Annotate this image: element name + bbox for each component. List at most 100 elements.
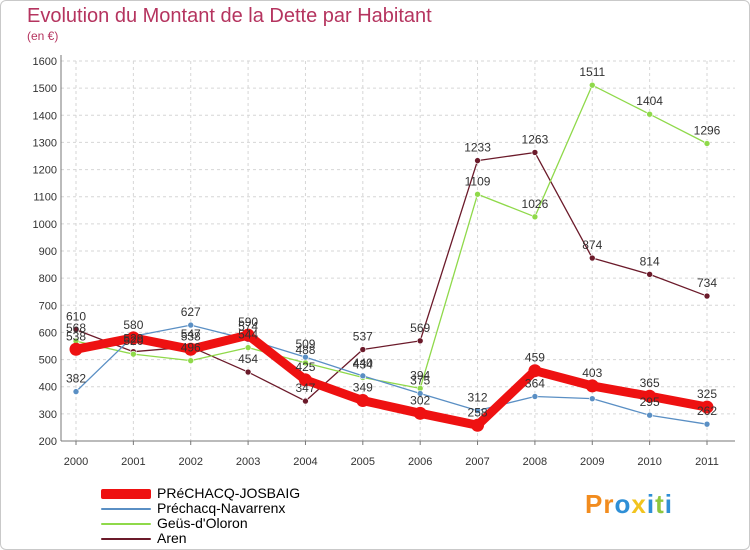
data-label-prechacq-josbaig: 538 bbox=[66, 329, 86, 343]
logo-letter: o bbox=[614, 489, 632, 519]
data-point-prechacq-josbaig bbox=[471, 418, 485, 432]
x-tick-label: 2005 bbox=[351, 456, 375, 468]
data-label-geus-d-oloron: 1109 bbox=[465, 174, 491, 188]
x-tick-label: 2004 bbox=[293, 456, 317, 468]
data-point-aren bbox=[588, 254, 596, 262]
data-point-prechacq-navarrenx bbox=[359, 372, 367, 380]
data-point-geus-d-oloron bbox=[703, 140, 711, 147]
y-tick-label: 1100 bbox=[33, 192, 57, 204]
legend-swatch-geus-doloron bbox=[101, 522, 151, 525]
series-line-geus-d-oloron bbox=[75, 84, 708, 389]
data-point-prechacq-josbaig bbox=[528, 364, 542, 378]
data-point-prechacq-josbaig bbox=[126, 331, 140, 345]
data-label-aren: 814 bbox=[640, 254, 660, 268]
data-label-geus-d-oloron: 520 bbox=[123, 334, 143, 348]
data-label-aren: 610 bbox=[66, 310, 86, 324]
y-tick-label: 700 bbox=[39, 300, 57, 312]
logo-letter: i bbox=[664, 489, 673, 519]
data-label-aren: 529 bbox=[123, 332, 143, 346]
data-label-prechacq-josbaig: 403 bbox=[582, 366, 602, 380]
legend-label-geus-doloron: Geüs-d'Oloron bbox=[157, 515, 248, 531]
data-label-geus-d-oloron: 1511 bbox=[579, 65, 605, 79]
x-tick-label: 2003 bbox=[236, 456, 260, 468]
logo-letter: P bbox=[585, 489, 604, 519]
data-point-aren bbox=[359, 346, 367, 353]
data-label-prechacq-josbaig: 365 bbox=[640, 376, 660, 390]
data-label-prechacq-josbaig: 258 bbox=[468, 405, 488, 419]
data-label-aren: 537 bbox=[353, 330, 373, 344]
data-label-prechacq-josbaig: 459 bbox=[525, 351, 545, 365]
data-point-geus-d-oloron bbox=[646, 110, 653, 118]
data-point-prechacq-josbaig bbox=[241, 328, 255, 342]
data-point-geus-d-oloron bbox=[130, 350, 137, 358]
x-tick-label: 2008 bbox=[523, 456, 547, 468]
legend-label-prechacq-josbaig: PRéCHACQ-JOSBAIG bbox=[157, 485, 301, 501]
data-point-geus-d-oloron bbox=[531, 213, 539, 221]
legend-swatch-aren bbox=[101, 537, 151, 540]
legend-label-prechacq-navarrenx: Préchacq-Navarrenx bbox=[157, 500, 286, 516]
data-point-prechacq-navarrenx bbox=[474, 407, 481, 414]
logo-letter: r bbox=[603, 489, 615, 519]
chart-title: Evolution du Montant de la Dette par Hab… bbox=[27, 5, 432, 27]
legend-label-aren: Aren bbox=[157, 530, 187, 546]
legend-item-prechacq-navarrenx: Préchacq-Navarrenx bbox=[101, 501, 300, 516]
y-tick-label: 1600 bbox=[33, 56, 57, 68]
data-label-geus-d-oloron: 1026 bbox=[522, 197, 549, 211]
data-point-aren bbox=[646, 271, 653, 278]
x-tick-label: 2010 bbox=[637, 456, 661, 468]
data-point-prechacq-josbaig bbox=[643, 389, 657, 403]
data-point-prechacq-navarrenx bbox=[588, 395, 596, 402]
x-tick-label: 2011 bbox=[695, 456, 719, 468]
series-line-prechacq-josbaig bbox=[71, 330, 712, 430]
data-label-aren: 874 bbox=[582, 238, 602, 252]
data-label-prechacq-josbaig: 302 bbox=[410, 393, 430, 407]
data-point-aren bbox=[244, 368, 252, 376]
data-label-geus-d-oloron: 488 bbox=[295, 343, 315, 357]
y-tick-label: 600 bbox=[39, 327, 57, 339]
legend: PRéCHACQ-JOSBAIG Préchacq-Navarrenx Geüs… bbox=[101, 486, 300, 546]
data-point-geus-d-oloron bbox=[474, 190, 481, 198]
y-tick-label: 1500 bbox=[33, 83, 57, 95]
data-label-prechacq-navarrenx: 627 bbox=[181, 305, 201, 319]
y-tick-label: 300 bbox=[39, 409, 57, 421]
data-point-aren bbox=[703, 292, 711, 300]
data-label-prechacq-josbaig: 349 bbox=[353, 381, 373, 395]
data-label-aren: 734 bbox=[697, 276, 717, 290]
y-tick-label: 200 bbox=[39, 436, 57, 448]
data-point-prechacq-josbaig bbox=[585, 379, 599, 393]
x-tick-label: 2006 bbox=[408, 456, 432, 468]
data-label-geus-d-oloron: 544 bbox=[238, 328, 258, 342]
logo-letter: i bbox=[646, 489, 656, 519]
data-label-aren: 454 bbox=[238, 352, 258, 366]
x-tick-label: 2000 bbox=[64, 456, 88, 468]
series-line-prechacq-navarrenx bbox=[75, 324, 708, 425]
data-label-prechacq-navarrenx: 295 bbox=[640, 395, 660, 409]
data-label-prechacq-josbaig: 590 bbox=[238, 315, 258, 329]
data-label-prechacq-josbaig: 425 bbox=[295, 360, 315, 374]
data-label-aren: 347 bbox=[295, 381, 315, 395]
proxiti-logo: Proxiti bbox=[585, 489, 673, 520]
logo-letter: x bbox=[631, 489, 647, 519]
x-tick-label: 2007 bbox=[465, 456, 489, 468]
data-point-aren bbox=[72, 326, 80, 334]
y-tick-label: 400 bbox=[39, 382, 57, 394]
data-label-geus-d-oloron: 1404 bbox=[636, 94, 663, 108]
data-point-prechacq-josbaig bbox=[700, 400, 714, 414]
legend-item-prechacq-josbaig: PRéCHACQ-JOSBAIG bbox=[101, 486, 300, 501]
data-point-prechacq-navarrenx bbox=[646, 411, 653, 419]
data-point-prechacq-josbaig bbox=[413, 406, 427, 420]
data-label-geus-d-oloron: 394 bbox=[410, 368, 430, 382]
data-point-prechacq-josbaig bbox=[298, 373, 312, 387]
data-point-geus-d-oloron bbox=[187, 357, 195, 364]
y-tick-label: 1400 bbox=[33, 110, 57, 122]
data-point-prechacq-josbaig bbox=[69, 342, 83, 356]
x-tick-label: 2009 bbox=[580, 456, 604, 468]
data-point-prechacq-navarrenx bbox=[531, 393, 539, 400]
x-tick-label: 2001 bbox=[121, 456, 145, 468]
data-point-prechacq-josbaig bbox=[356, 394, 370, 408]
data-point-aren bbox=[416, 337, 424, 345]
y-tick-label: 1000 bbox=[33, 219, 57, 231]
y-tick-label: 1300 bbox=[33, 137, 57, 149]
